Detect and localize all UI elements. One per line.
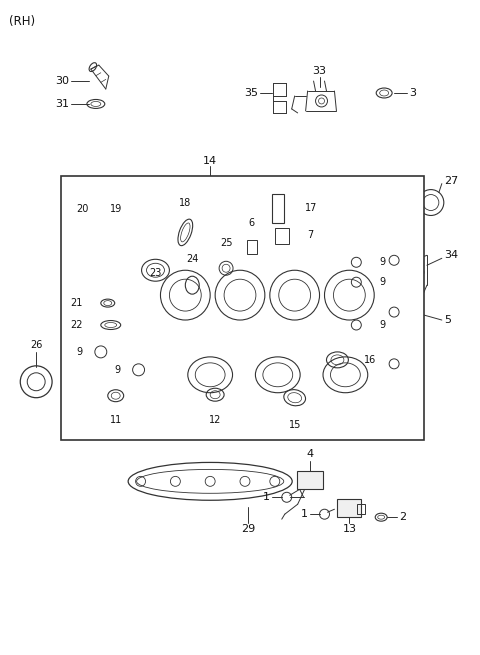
Text: 11: 11 [109,415,122,424]
Text: 25: 25 [220,238,232,248]
Text: 35: 35 [244,88,258,98]
Text: 18: 18 [179,198,192,208]
Text: 30: 30 [55,76,69,86]
Text: 4: 4 [306,449,313,459]
Text: 2: 2 [399,512,406,522]
Text: 20: 20 [77,204,89,214]
Text: 9: 9 [77,347,83,357]
Text: (RH): (RH) [9,15,36,28]
Text: 6: 6 [249,218,255,229]
Text: 27: 27 [444,176,458,185]
Text: 24: 24 [186,254,198,264]
Text: 1: 1 [263,493,270,502]
Text: 9: 9 [379,277,385,287]
Text: 9: 9 [379,320,385,330]
Text: 5: 5 [444,315,451,325]
Text: 12: 12 [209,415,221,424]
Text: 13: 13 [342,524,356,534]
Text: 33: 33 [312,66,326,76]
Text: 1: 1 [300,509,308,519]
Text: 17: 17 [305,202,317,212]
Text: 23: 23 [149,268,162,278]
Text: 7: 7 [308,231,314,240]
Text: 14: 14 [203,156,217,166]
Bar [275,229,288,244]
Text: 9: 9 [379,257,385,267]
Text: 31: 31 [55,99,69,109]
Text: 3: 3 [409,88,416,98]
Bar [272,194,284,223]
Bar [337,499,361,517]
Bar [61,176,424,440]
Text: 19: 19 [109,204,122,214]
Bar [297,472,323,489]
Text: 34: 34 [444,250,458,260]
Bar [357,504,365,514]
Text: 29: 29 [241,524,255,534]
Text: 21: 21 [71,298,83,308]
Text: 26: 26 [30,340,42,350]
Text: 16: 16 [364,355,376,365]
Text: 15: 15 [288,420,301,430]
Bar [247,240,257,254]
Text: 22: 22 [71,320,83,330]
Text: 9: 9 [115,365,120,375]
